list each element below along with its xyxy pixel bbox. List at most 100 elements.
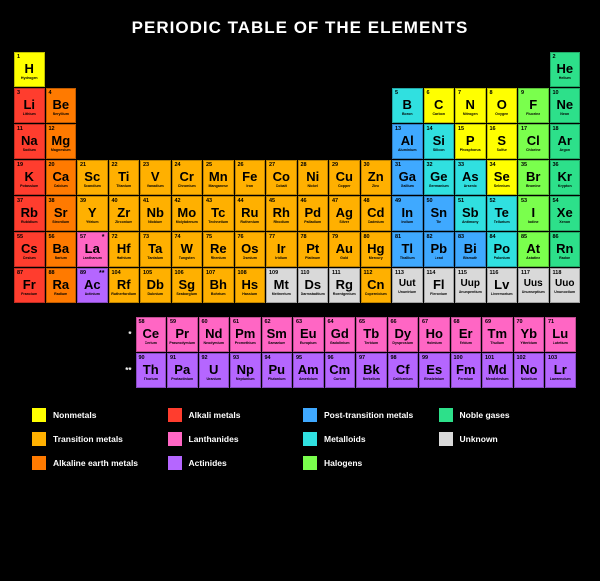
atomic-number: 112 [364,270,373,276]
element-cell-uus: 117UusUnunseptium [518,268,549,303]
atomic-number: 79 [332,234,338,240]
element-name: Mercury [369,256,383,260]
element-name: Neptunium [236,377,255,381]
element-symbol: Fe [242,170,257,183]
empty-cell [487,52,518,87]
element-cell-pa: 91PaProtactinium [167,353,198,388]
empty-cell [140,124,171,159]
element-cell-zr: 40ZrZirconium [109,196,140,231]
atomic-number: 85 [521,234,527,240]
legend-item-noble: Noble gases [439,408,569,422]
element-symbol: No [520,363,537,376]
atomic-number: 33 [458,162,464,168]
legend-swatch [32,456,46,470]
element-cell-in: 49InIndium [392,196,423,231]
element-name: Nobelium [521,377,537,381]
atomic-number: 94 [265,355,271,361]
atomic-number: 24 [175,162,181,168]
atomic-number: 68 [454,319,460,325]
element-cell-w: 74WTungsten [172,232,203,267]
element-symbol: Cd [367,206,384,219]
element-name: Sulfur [497,148,507,152]
element-symbol: Ra [52,278,69,291]
element-symbol: Y [88,206,97,219]
atomic-number: 38 [49,198,55,204]
element-symbol: Ru [241,206,258,219]
atomic-number: 1 [17,54,20,60]
element-name: Ununpentium [459,290,482,294]
atomic-number: 81 [395,234,401,240]
atomic-number: 113 [395,270,404,276]
atomic-number: 45 [269,198,275,204]
element-name: Osmium [243,256,257,260]
element-cell-n: 7NNitrogen [455,88,486,123]
element-cell-fl: 114FlFlerovium [424,268,455,303]
element-name: Rhenium [211,256,226,260]
element-name: Indium [401,220,413,224]
atomic-number: 36 [553,162,559,168]
element-name: Antimony [462,220,479,224]
element-cell-fe: 26FeIron [235,160,266,195]
element-cell-hs: 108HsHassium [235,268,266,303]
atomic-number: 83 [458,234,464,240]
element-symbol: C [434,98,443,111]
atomic-number: 31 [395,162,401,168]
legend-label: Post-transition metals [324,410,413,420]
element-cell-ru: 44RuRuthenium [235,196,266,231]
element-name: Strontium [52,220,69,224]
element-name: Samarium [268,341,285,345]
atomic-number: 12 [49,126,55,132]
element-name: Lithium [23,112,36,116]
element-cell-ac: 89AcActinium** [77,268,108,303]
empty-cell [329,124,360,159]
legend-swatch [303,408,317,422]
element-symbol: Eu [300,327,317,340]
element-name: Oxygen [495,112,508,116]
element-cell-k: 19KPotassium [14,160,45,195]
legend: NonmetalsAlkali metalsPost-transition me… [14,408,586,470]
element-name: Palladium [304,220,321,224]
element-symbol: He [556,62,573,75]
element-name: Krypton [558,184,572,188]
star-marker: * [102,234,105,241]
atomic-number: 118 [553,270,562,276]
atomic-number: 87 [17,270,23,276]
element-cell-pt: 78PtPlatinum [298,232,329,267]
fblock-grid: *58CeCerium59PrPraseodymium60NdNeodymium… [104,317,586,388]
element-name: Zirconium [115,220,132,224]
element-cell-zn: 30ZnZinc [361,160,392,195]
legend-item-alkaline: Alkaline earth metals [32,456,162,470]
atomic-number: 110 [301,270,310,276]
atomic-number: 102 [517,355,526,361]
atomic-number: 11 [17,126,23,132]
atomic-number: 18 [553,126,559,132]
atomic-number: 74 [175,234,181,240]
element-name: Cobalt [276,184,287,188]
element-cell-he: 2HeHelium [550,52,581,87]
element-symbol: La [85,242,100,255]
element-name: Titanium [116,184,131,188]
element-name: Terbium [364,341,378,345]
element-name: Ununseptium [522,290,545,294]
atomic-number: 41 [143,198,149,204]
element-symbol: Dy [394,327,411,340]
empty-cell [203,88,234,123]
element-name: Potassium [20,184,38,188]
element-cell-sm: 62SmSamarium [262,317,293,352]
element-cell-sn: 50SnTin [424,196,455,231]
element-symbol: Sn [430,206,447,219]
atomic-number: 43 [206,198,212,204]
element-cell-lv: 116LvLivermorium [487,268,518,303]
element-symbol: Ge [430,170,447,183]
empty-cell [172,52,203,87]
element-name: Promethium [235,341,256,345]
empty-cell [140,88,171,123]
element-symbol: Fm [456,363,476,376]
element-cell-cs: 55CsCesium [14,232,45,267]
empty-cell [46,52,77,87]
star-marker: ** [99,270,104,277]
element-name: Bohrium [211,292,226,296]
element-name: Radon [559,256,570,260]
element-symbol: In [401,206,413,219]
atomic-number: 2 [553,54,556,60]
